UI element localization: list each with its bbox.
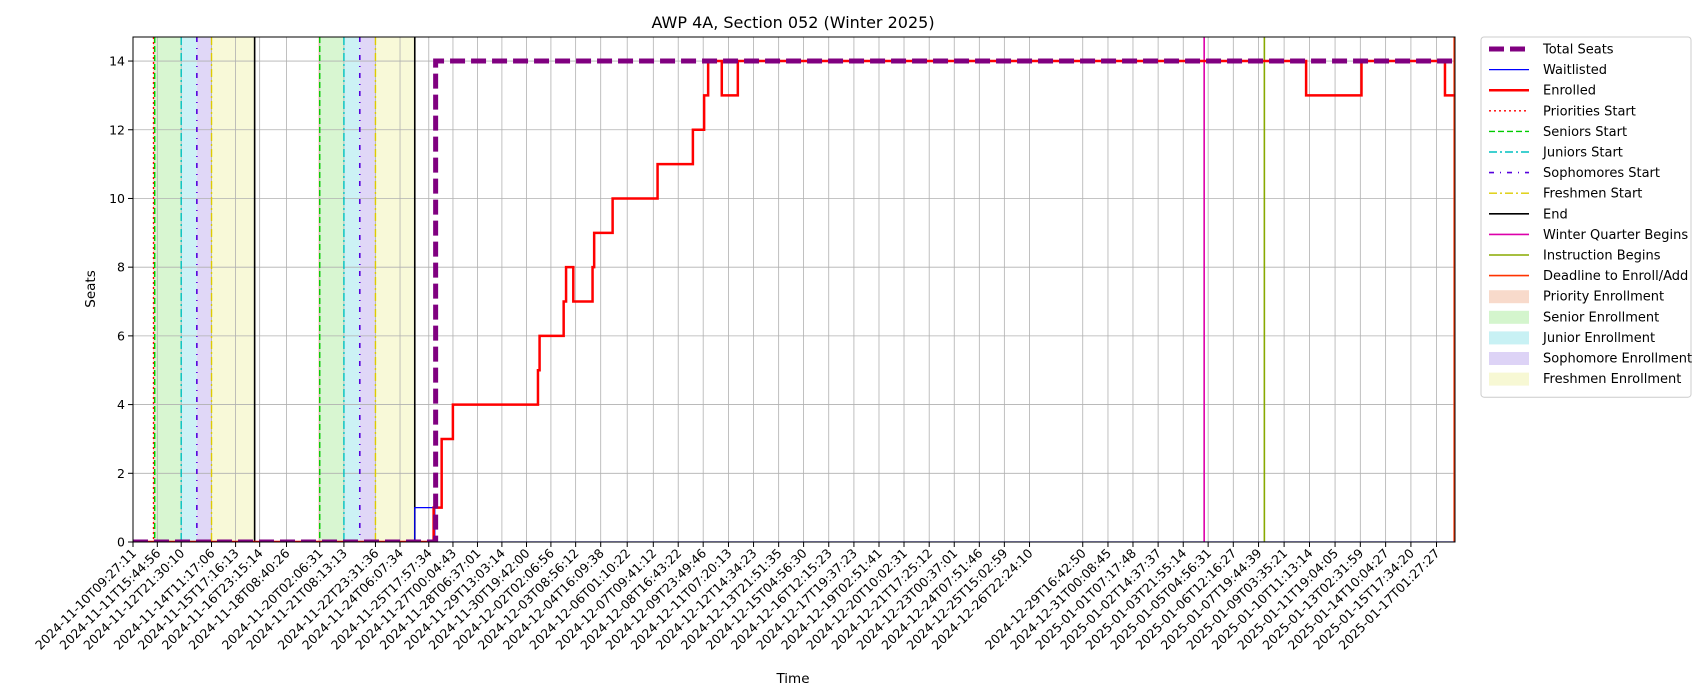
legend-label-11: Deadline to Enroll/Add xyxy=(1543,269,1688,284)
enrollment-period-1-1 xyxy=(319,37,344,542)
enrollment-period-0-0 xyxy=(153,37,155,542)
legend-label-12: Priority Enrollment xyxy=(1543,290,1664,305)
series-line-0 xyxy=(133,58,1455,542)
plot-area: 024681012142024-11-10T09:27:112024-11-11… xyxy=(32,36,1456,653)
legend-label-1: Waitlisted xyxy=(1543,63,1607,78)
enrollment-period-3-1 xyxy=(359,37,376,542)
enrollment-period-3-0 xyxy=(196,37,212,542)
legend-box xyxy=(1480,36,1692,398)
legend-label-10: Instruction Begins xyxy=(1543,249,1661,264)
legend-swatch-14 xyxy=(1489,331,1529,345)
legend-label-13: Senior Enrollment xyxy=(1543,310,1659,325)
y-tick-label: 12 xyxy=(109,122,125,137)
y-tick-label: 0 xyxy=(117,535,125,550)
y-tick-label: 8 xyxy=(117,260,125,275)
enrollment-period-1-0 xyxy=(154,37,182,542)
legend-label-4: Seniors Start xyxy=(1543,125,1627,140)
series-line-1 xyxy=(133,507,1455,542)
enrollment-period-2-0 xyxy=(181,37,197,542)
y-tick-label: 10 xyxy=(109,191,125,206)
legend-label-0: Total Seats xyxy=(1542,43,1614,58)
enrollment-period-4-1 xyxy=(375,37,415,542)
chart-title: AWP 4A, Section 052 (Winter 2025) xyxy=(651,13,934,32)
y-tick-label: 4 xyxy=(117,397,125,412)
legend-label-2: Enrolled xyxy=(1543,84,1596,99)
enrollment-period-4-0 xyxy=(211,37,255,542)
legend: Total Seats Waitlisted Enrolled Priorities … xyxy=(1480,36,1692,398)
legend-label-14: Junior Enrollment xyxy=(1542,331,1655,346)
legend-label-16: Freshmen Enrollment xyxy=(1543,372,1681,387)
x-axis-title: Time xyxy=(775,671,809,687)
legend-label-6: Sophomores Start xyxy=(1543,166,1660,181)
legend-label-15: Sophomore Enrollment xyxy=(1543,352,1692,367)
legend-label-9: Winter Quarter Begins xyxy=(1543,228,1688,243)
y-tick-label: 6 xyxy=(117,328,125,343)
legend-label-5: Juniors Start xyxy=(1542,146,1623,161)
y-tick-label: 2 xyxy=(117,466,125,481)
legend-swatch-16 xyxy=(1489,372,1529,386)
legend-swatch-15 xyxy=(1489,352,1529,365)
y-tick-label: 14 xyxy=(109,54,125,69)
legend-swatch-13 xyxy=(1489,310,1529,324)
enrollment-period-2-1 xyxy=(343,37,360,542)
legend-swatch-12 xyxy=(1489,290,1529,304)
y-axis-title: Seats xyxy=(83,270,99,307)
legend-label-3: Priorities Start xyxy=(1543,104,1636,119)
axes-frame xyxy=(132,36,1456,543)
enrollment-period-0-1 xyxy=(318,37,320,542)
legend-label-7: Freshmen Start xyxy=(1543,187,1642,202)
legend-label-8: End xyxy=(1543,207,1568,222)
